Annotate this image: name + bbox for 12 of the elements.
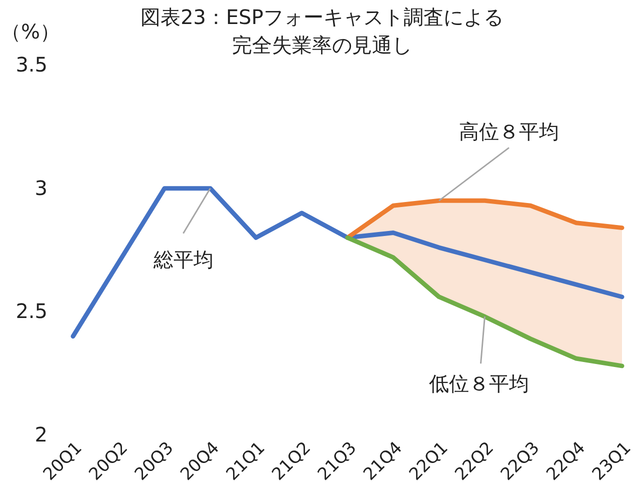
y-tick-label: 3.5 [16, 52, 48, 76]
chart-title: 図表23：ESPフォーキャスト調査による完全失業率の見通し [140, 5, 504, 57]
line-series [345, 198, 624, 240]
text: 高位８平均 [459, 120, 559, 144]
y-axis-title: （%） [0, 20, 60, 44]
series-label: 低位８平均 [428, 372, 529, 396]
line-series [70, 186, 624, 339]
y-tick-label: 2 [34, 422, 48, 446]
y-tick-label: 2.5 [16, 299, 48, 324]
y-tick-label: 3 [34, 176, 48, 200]
series-label: 総平均 [152, 247, 214, 272]
line-series [345, 235, 624, 368]
